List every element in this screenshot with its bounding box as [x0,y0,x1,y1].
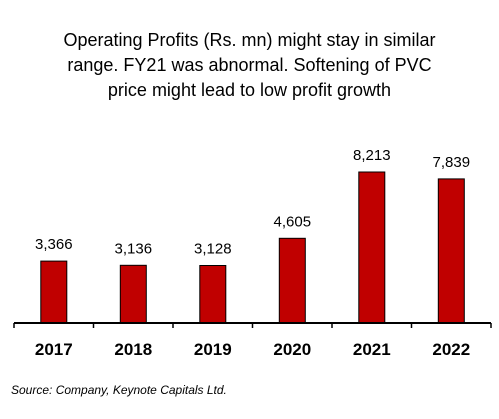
data-label-2022: 7,839 [433,154,471,171]
data-label-2018: 3,136 [115,240,153,257]
data-label-2017: 3,366 [35,236,73,253]
source-note: Source: Company, Keynote Capitals Ltd. [11,383,227,397]
chart-title-line-3: price might lead to low profit growth [107,80,392,100]
chart-title-line-2: range. FY21 was abnormal. Softening of P… [67,55,432,75]
bar-2022 [437,178,465,324]
x-tick-label-2022: 2022 [432,340,470,359]
x-tick-label-2017: 2017 [35,340,73,359]
bar-2021 [358,171,386,324]
data-label-2020: 4,605 [274,213,312,230]
x-tick-label-2018: 2018 [114,340,152,359]
chart-title: Operating Profits (Rs. mn) might stay in… [10,28,489,103]
bar-2017 [40,260,68,324]
x-tick-label-2019: 2019 [194,340,232,359]
bar-2019 [199,265,227,324]
bar-2018 [119,264,147,324]
chart-title-line-1: Operating Profits (Rs. mn) might stay in… [63,30,436,50]
bar-2020 [278,237,306,324]
data-label-2021: 8,213 [353,147,391,164]
data-label-2019: 3,128 [194,241,232,258]
x-tick-label-2021: 2021 [353,340,391,359]
x-tick-label-2020: 2020 [273,340,311,359]
